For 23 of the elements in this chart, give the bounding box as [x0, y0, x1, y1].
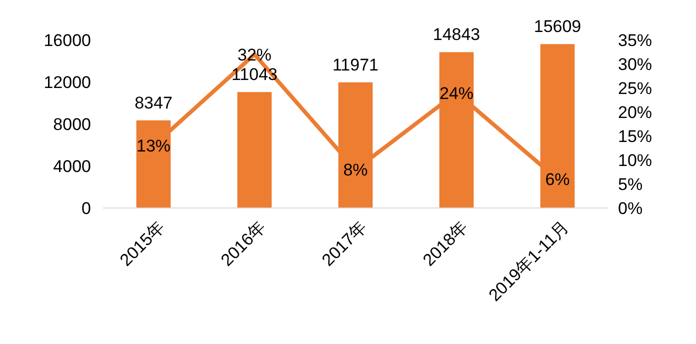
y2-tick-label: 20%: [618, 102, 652, 122]
y2-tick-label: 0%: [618, 198, 643, 218]
y-tick-label: 8000: [53, 114, 91, 134]
y2-tick-label: 15%: [618, 126, 652, 146]
data-label: 15609: [534, 17, 582, 36]
bar: [237, 92, 272, 208]
data-label: 11971: [332, 55, 379, 74]
y2-tick-label: 35%: [618, 30, 652, 50]
y-tick-label: 16000: [44, 30, 91, 50]
data-label: 6%: [545, 170, 570, 190]
data-label: 8347: [134, 93, 172, 112]
data-label: 24%: [439, 84, 474, 103]
data-label: 8%: [343, 160, 368, 180]
data-label: 13%: [136, 136, 171, 156]
y2-tick-label: 30%: [618, 54, 652, 74]
y-tick-label: 0: [82, 198, 91, 218]
y2-tick-label: 10%: [618, 150, 652, 170]
y2-tick-label: 5%: [618, 174, 643, 194]
y-tick-label: 4000: [53, 156, 91, 176]
y-tick-label: 12000: [44, 72, 91, 92]
data-label: 32%: [237, 45, 272, 64]
y2-tick-label: 25%: [618, 78, 652, 98]
data-label: 14843: [432, 25, 480, 44]
